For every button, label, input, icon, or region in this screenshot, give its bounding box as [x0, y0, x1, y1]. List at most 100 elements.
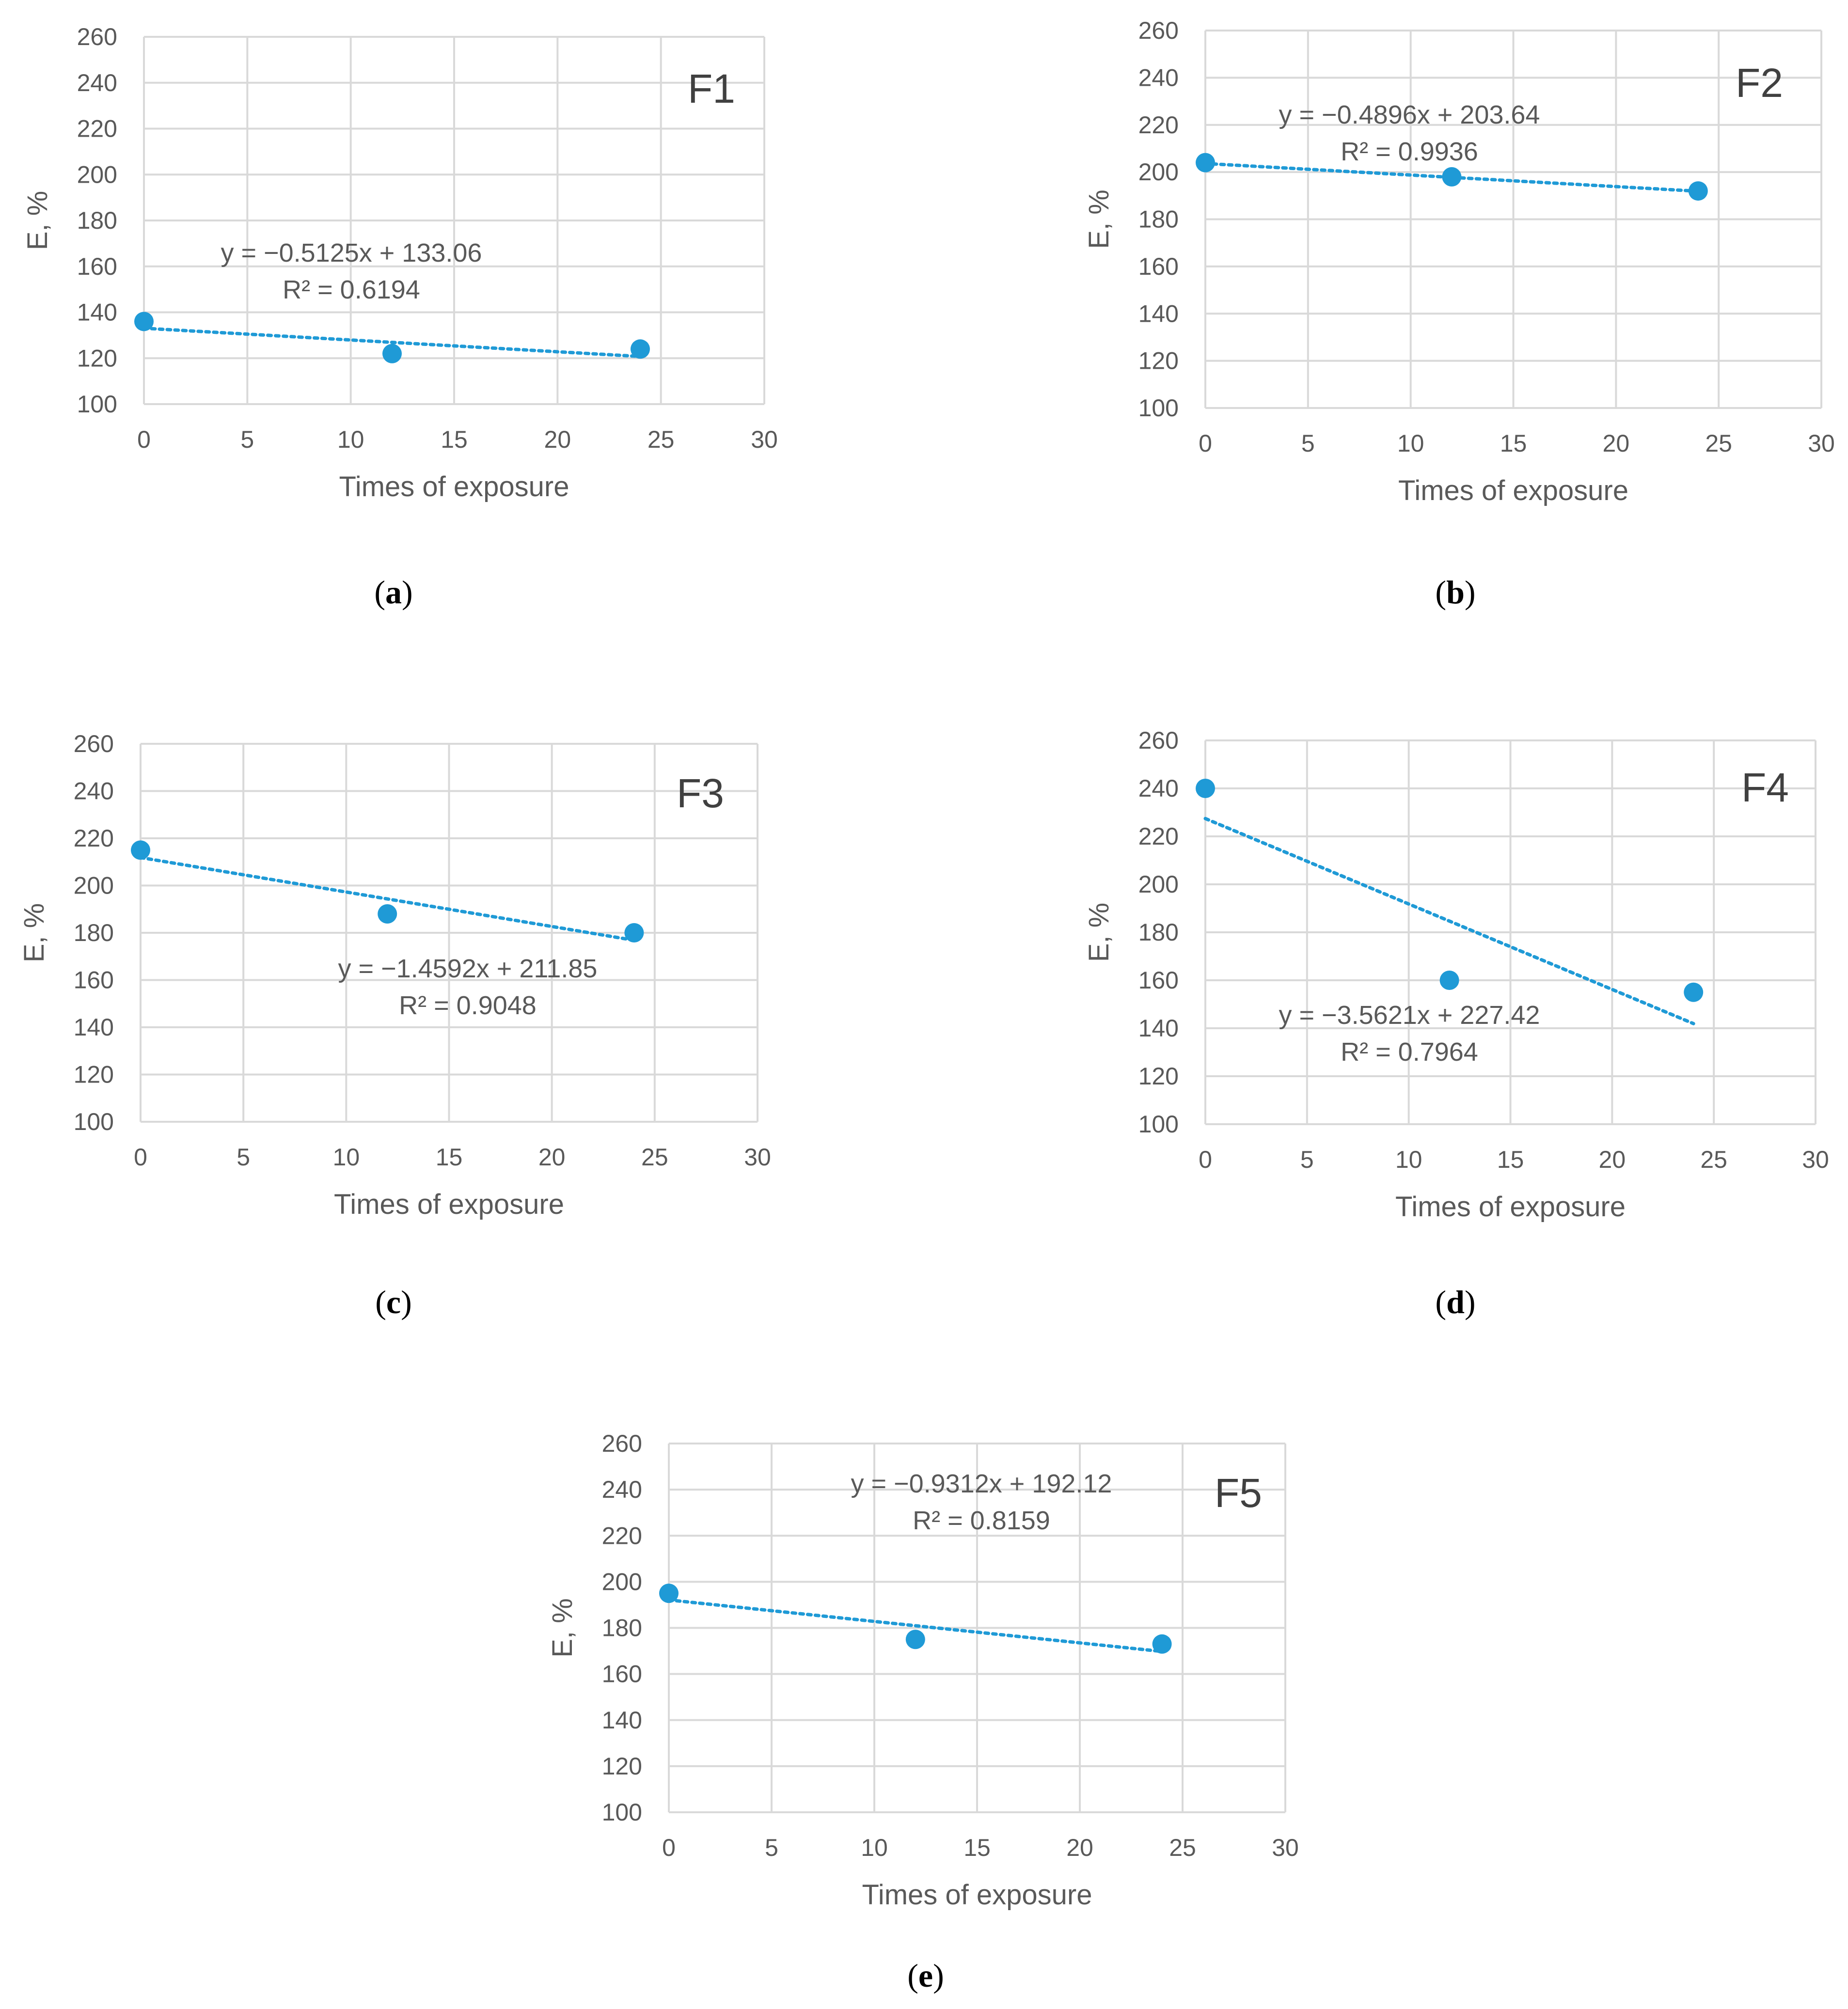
x-tick-label: 0 — [1199, 430, 1212, 457]
panel-label: F5 — [1215, 1470, 1262, 1516]
x-tick-label: 30 — [751, 426, 778, 453]
trendline-equation: y = −0.9312x + 192.12 — [851, 1469, 1112, 1498]
y-tick-label: 240 — [1138, 64, 1179, 91]
trendline-equation: y = −1.4592x + 211.85 — [338, 954, 598, 983]
y-tick-label: 160 — [1138, 967, 1179, 994]
y-tick-label: 160 — [602, 1661, 642, 1688]
trendline — [667, 1598, 1164, 1653]
y-axis-title: E, % — [1083, 903, 1115, 962]
x-tick-label: 20 — [1603, 430, 1630, 457]
y-tick-label: 180 — [602, 1615, 642, 1642]
data-point — [624, 923, 644, 942]
y-tick-label: 220 — [1138, 111, 1179, 139]
x-tick-label: 10 — [333, 1144, 360, 1171]
panel-label: F4 — [1741, 765, 1789, 810]
r-squared-label: R² = 0.9936 — [1341, 137, 1478, 166]
y-tick-label: 120 — [74, 1061, 114, 1088]
data-point — [631, 339, 650, 359]
y-tick-label: 100 — [77, 391, 117, 418]
x-tick-label: 20 — [1599, 1146, 1626, 1173]
x-tick-label: 20 — [538, 1144, 566, 1171]
x-tick-label: 10 — [337, 426, 364, 453]
trendline-equation: y = −0.5125x + 133.06 — [221, 238, 482, 267]
data-point — [1442, 167, 1462, 187]
y-tick-label: 260 — [602, 1430, 642, 1457]
y-tick-label: 240 — [77, 69, 117, 96]
y-axis-title: E, % — [547, 1598, 578, 1658]
x-tick-label: 30 — [1808, 430, 1835, 457]
data-point — [1196, 779, 1215, 798]
r-squared-label: R² = 0.6194 — [283, 275, 420, 304]
x-axis-title: Times of exposure — [1395, 1191, 1626, 1223]
y-tick-label: 220 — [602, 1522, 642, 1549]
x-axis-title: Times of exposure — [334, 1189, 564, 1220]
x-tick-label: 0 — [137, 426, 151, 453]
y-tick-label: 260 — [1138, 727, 1179, 754]
y-tick-label: 100 — [74, 1108, 114, 1135]
y-tick-label: 260 — [1138, 17, 1179, 44]
x-tick-label: 10 — [1397, 430, 1424, 457]
y-tick-label: 180 — [74, 919, 114, 946]
y-axis-title: E, % — [18, 903, 50, 963]
x-tick-label: 25 — [1169, 1834, 1196, 1861]
subfigure-caption: (c) — [375, 1284, 412, 1320]
x-tick-label: 5 — [240, 426, 254, 453]
x-tick-label: 20 — [544, 426, 571, 453]
y-tick-label: 220 — [1138, 823, 1179, 850]
y-tick-label: 140 — [1138, 1015, 1179, 1042]
x-tick-label: 25 — [641, 1144, 668, 1171]
y-tick-label: 100 — [602, 1799, 642, 1826]
y-tick-label: 260 — [74, 730, 114, 757]
y-tick-label: 240 — [1138, 775, 1179, 802]
y-tick-label: 240 — [74, 778, 114, 805]
x-tick-label: 5 — [765, 1834, 778, 1861]
x-tick-label: 5 — [1301, 430, 1315, 457]
y-tick-label: 120 — [1138, 1063, 1179, 1090]
x-tick-label: 15 — [436, 1144, 463, 1171]
y-tick-label: 160 — [74, 967, 114, 994]
y-tick-label: 200 — [1138, 158, 1179, 186]
y-tick-label: 100 — [1138, 394, 1179, 422]
subfigure-caption: (d) — [1435, 1284, 1475, 1320]
x-tick-label: 30 — [1802, 1146, 1829, 1173]
y-axis-title: E, % — [22, 191, 53, 251]
x-tick-label: 0 — [1199, 1146, 1212, 1173]
y-tick-label: 240 — [602, 1476, 642, 1503]
y-tick-label: 160 — [77, 253, 117, 280]
data-point — [1688, 181, 1708, 201]
data-point — [659, 1584, 679, 1603]
data-point — [378, 904, 397, 924]
chart-panel-a: 100 120 140 160 180 200 220 240 260 0 5 10 15 20 25 30 T… — [22, 23, 778, 611]
r-squared-label: R² = 0.7964 — [1341, 1037, 1478, 1067]
trendline — [142, 326, 642, 359]
subfigure-caption: (b) — [1435, 574, 1475, 611]
y-tick-label: 140 — [602, 1707, 642, 1734]
x-tick-label: 15 — [963, 1834, 991, 1861]
y-tick-label: 180 — [77, 207, 117, 234]
x-tick-label: 5 — [237, 1144, 250, 1171]
x-axis-title: Times of exposure — [339, 471, 569, 502]
y-tick-label: 200 — [77, 161, 117, 188]
x-tick-label: 15 — [441, 426, 468, 453]
r-squared-label: R² = 0.9048 — [399, 991, 537, 1020]
x-tick-label: 0 — [662, 1834, 676, 1861]
chart-panel-d: 100 120 140 160 180 200 220 240 260 0 5 10 15 20 25 30 T… — [1083, 727, 1829, 1320]
y-tick-label: 180 — [1138, 206, 1179, 233]
data-point — [1684, 982, 1704, 1002]
y-tick-label: 260 — [77, 23, 117, 50]
y-tick-label: 140 — [1138, 300, 1179, 327]
subfigure-caption: (a) — [374, 574, 412, 611]
x-tick-label: 30 — [744, 1144, 771, 1171]
x-tick-label: 25 — [1705, 430, 1732, 457]
y-tick-label: 120 — [77, 345, 117, 372]
chart-panel-c: 100 120 140 160 180 200 220 240 260 0 5 10 15 20 25 30 T… — [18, 730, 771, 1320]
y-tick-label: 160 — [1138, 253, 1179, 280]
data-point — [131, 840, 150, 860]
x-tick-label: 15 — [1500, 430, 1527, 457]
y-tick-label: 120 — [602, 1753, 642, 1780]
x-tick-label: 10 — [861, 1834, 888, 1861]
y-tick-label: 100 — [1138, 1111, 1179, 1138]
x-tick-label: 25 — [1700, 1146, 1727, 1173]
x-tick-label: 30 — [1272, 1834, 1299, 1861]
y-tick-label: 220 — [77, 115, 117, 142]
